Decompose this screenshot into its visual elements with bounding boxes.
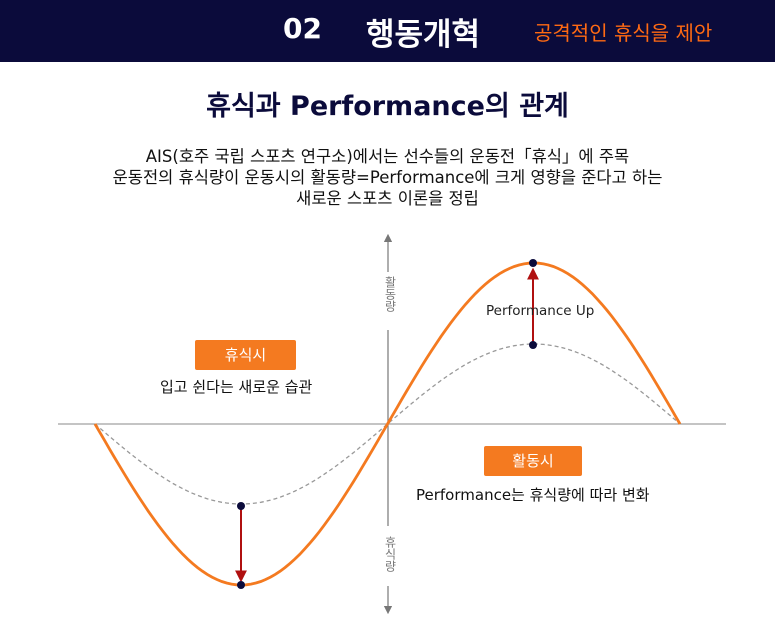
section-subtitle: 공격적인 휴식을 제안 [534,21,713,45]
performance-up-label: Performance Up [486,303,595,319]
description-line-2: 운동전의 휴식량이 운동시의 활동량=Performance에 크게 영향을 준… [112,168,663,187]
y-axis-activity-label: 활동량 [383,276,397,312]
peak-point [529,259,537,267]
activity-caption: Performance는 휴식량에 따라 변화 [416,486,650,504]
description-line-1: AIS(호주 국립 스포츠 연구소)에서는 선수들의 운동전「휴식」에 주목 [145,147,630,166]
baseline-trough-point [237,502,245,510]
rest-badge: 휴식시 [195,340,296,370]
baseline-peak-point [529,341,537,349]
rest-caption: 입고 쉰다는 새로운 습관 [160,378,313,396]
activity-badge: 활동시 [484,446,582,476]
description: AIS(호주 국립 스포츠 연구소)에서는 선수들의 운동전「휴식」에 주목 운… [0,146,775,209]
y-axis-rest-label: 휴식량 [383,536,397,572]
baseline-curve [94,343,681,505]
trough-point [237,581,245,589]
description-line-3: 새로운 스포츠 이론을 정립 [296,189,479,208]
page-title: 휴식과 Performance의 관계 [206,91,569,122]
section-number: 02 [283,12,322,45]
section-title: 행동개혁 [366,17,481,53]
performance-curve [93,261,682,587]
header-bar: 02 행동개혁 공격적인 휴식을 제안 [0,0,775,62]
